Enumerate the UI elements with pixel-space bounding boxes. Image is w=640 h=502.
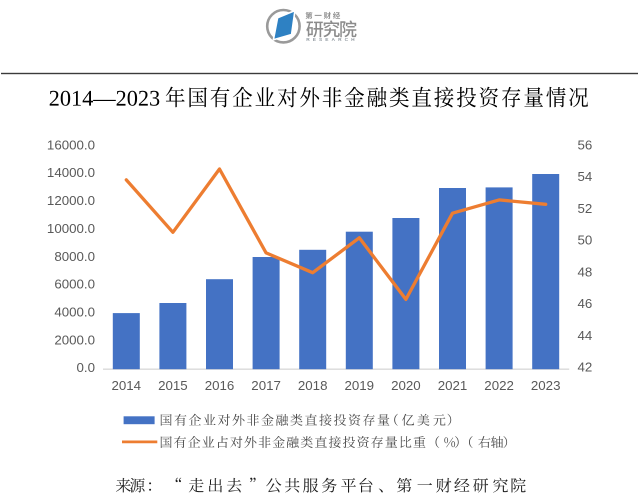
svg-text:2014: 2014: [112, 378, 142, 393]
svg-text:52: 52: [578, 201, 593, 216]
svg-text:16000.0: 16000.0: [47, 137, 95, 152]
svg-text:14000.0: 14000.0: [47, 165, 95, 180]
svg-text:2019: 2019: [345, 378, 375, 393]
svg-text:2018: 2018: [298, 378, 328, 393]
svg-text:12000.0: 12000.0: [47, 193, 95, 208]
svg-text:10000.0: 10000.0: [47, 221, 95, 236]
svg-text:54: 54: [578, 169, 593, 184]
svg-text:2020: 2020: [391, 378, 421, 393]
svg-text:RESEARCH: RESEARCH: [306, 37, 357, 43]
svg-text:2017: 2017: [251, 378, 281, 393]
svg-text:50: 50: [578, 233, 593, 248]
svg-text:42: 42: [578, 360, 593, 375]
svg-text:2021: 2021: [438, 378, 468, 393]
svg-text:46: 46: [578, 296, 593, 311]
svg-text:0.0: 0.0: [77, 360, 96, 375]
svg-text:4000.0: 4000.0: [54, 305, 95, 320]
svg-text:2000.0: 2000.0: [54, 332, 95, 347]
svg-text:48: 48: [578, 264, 593, 279]
svg-text:8000.0: 8000.0: [54, 249, 95, 264]
svg-text:56: 56: [578, 137, 593, 152]
svg-text:2015: 2015: [158, 378, 188, 393]
svg-text:44: 44: [578, 328, 593, 343]
svg-text:2023: 2023: [531, 378, 561, 393]
svg-text:2016: 2016: [205, 378, 235, 393]
svg-text:2022: 2022: [484, 378, 514, 393]
svg-text:6000.0: 6000.0: [54, 277, 95, 292]
